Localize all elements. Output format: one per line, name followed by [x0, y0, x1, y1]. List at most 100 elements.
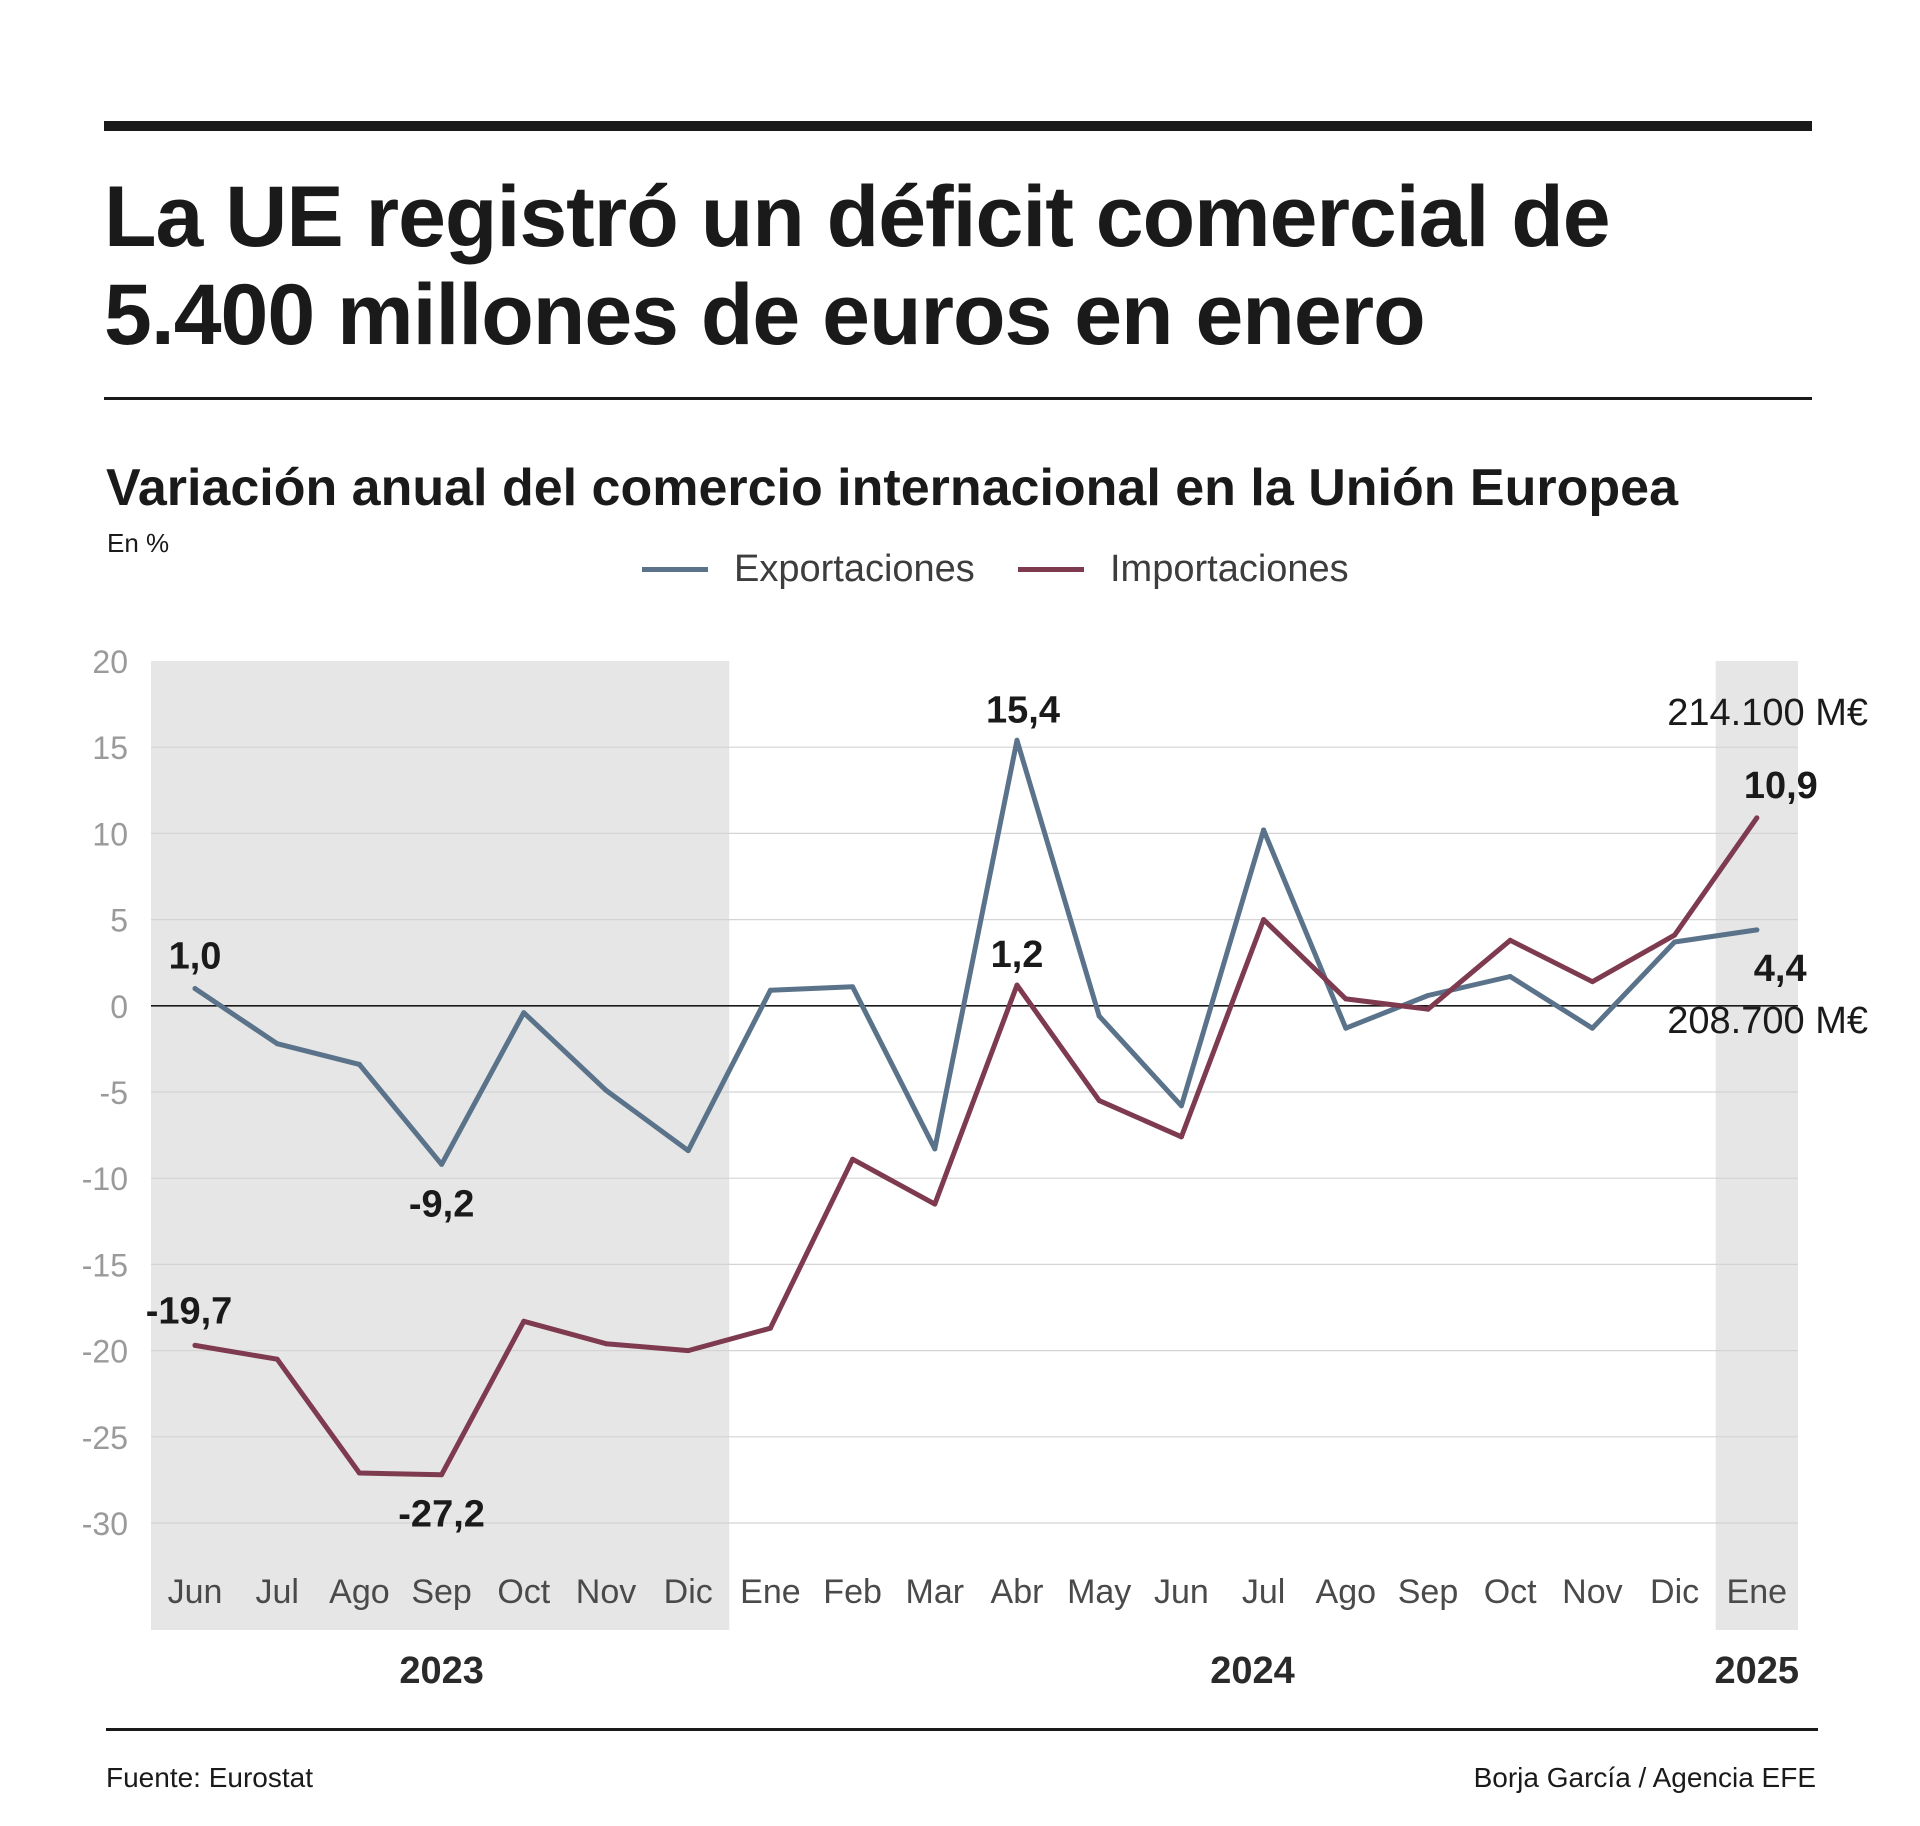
y-tick-label: 10 — [92, 816, 128, 852]
exports-point — [1096, 1013, 1102, 1019]
x-tick-label: Nov — [576, 1573, 636, 1611]
exports-point — [1425, 992, 1431, 998]
x-tick-label: Ene — [1727, 1573, 1788, 1611]
legend-label-exports: Exportaciones — [734, 548, 975, 590]
exports-point — [767, 987, 773, 993]
data-label: -19,7 — [146, 1290, 233, 1332]
chart-title: Variación anual del comercio internacion… — [106, 459, 1678, 517]
imports-point — [1014, 982, 1020, 988]
imports-point — [850, 1156, 856, 1162]
y-tick-label: -5 — [100, 1075, 128, 1111]
series-line-imports — [192, 815, 1760, 1478]
imports-point — [521, 1318, 527, 1324]
imports-point — [1425, 1006, 1431, 1012]
legend-item-imports: Importaciones — [1018, 548, 1349, 591]
x-tick-label: Ene — [740, 1573, 801, 1611]
imports-point — [274, 1356, 280, 1362]
credit-note: Borja García / Agencia EFE — [1473, 1762, 1816, 1793]
x-tick-label: Oct — [497, 1573, 550, 1611]
x-tick-label: Abr — [991, 1573, 1044, 1611]
y-tick-label: 15 — [92, 730, 128, 766]
imports-point — [932, 1201, 938, 1207]
headline-rule — [104, 397, 1812, 400]
y-tick-label: 20 — [92, 644, 128, 680]
imports-point — [1178, 1134, 1184, 1140]
x-tick-label: Feb — [823, 1573, 882, 1611]
legend-label-imports: Importaciones — [1110, 548, 1349, 590]
y-tick-label: 0 — [110, 989, 128, 1025]
x-tick-label: Sep — [1398, 1573, 1459, 1611]
exports-point — [356, 1061, 362, 1067]
y-tick-label: 5 — [110, 903, 128, 939]
exports-point — [932, 1146, 938, 1152]
annotation-amount: 208.700 M€ — [1667, 1000, 1868, 1042]
x-tick-label: Jul — [255, 1573, 298, 1611]
y-tick-label: -20 — [82, 1334, 128, 1370]
data-label: -9,2 — [409, 1183, 474, 1225]
headline: La UE registró un déficit comercial de 5… — [104, 169, 1611, 363]
year-label-2023: 2023 — [399, 1650, 484, 1692]
exports-point — [850, 984, 856, 990]
x-tick-label: Jun — [1154, 1573, 1209, 1611]
y-tick-label: -25 — [82, 1420, 128, 1456]
legend-swatch-exports — [642, 567, 708, 572]
x-tick-label: Ago — [1316, 1573, 1377, 1611]
imports-point — [356, 1470, 362, 1476]
x-tick-label: Oct — [1484, 1573, 1537, 1611]
data-label: -27,2 — [398, 1494, 485, 1536]
legend: Exportaciones Importaciones — [0, 548, 1920, 598]
data-label: 10,9 — [1744, 765, 1818, 807]
series-line-exports — [192, 737, 1760, 1167]
legend-item-exports: Exportaciones — [642, 548, 975, 591]
exports-point — [439, 1161, 445, 1167]
exports-point — [274, 1041, 280, 1047]
x-tick-label: Dic — [664, 1573, 713, 1611]
x-tick-label: Jun — [168, 1573, 223, 1611]
imports-point — [685, 1348, 691, 1354]
x-tick-label: Jul — [1242, 1573, 1285, 1611]
exports-point — [192, 986, 198, 992]
x-tick-label: Mar — [906, 1573, 965, 1611]
imports-point — [439, 1472, 445, 1478]
imports-point — [1754, 815, 1760, 821]
imports-point — [603, 1341, 609, 1347]
imports-point — [1096, 1098, 1102, 1104]
y-tick-label: -30 — [82, 1506, 128, 1542]
x-tick-label: Nov — [1562, 1573, 1622, 1611]
imports-point — [1261, 917, 1267, 923]
imports-point — [1672, 932, 1678, 938]
exports-point — [1261, 827, 1267, 833]
unit-label: En % — [107, 528, 170, 558]
top-rule — [104, 121, 1812, 131]
year-band-2025 — [1715, 661, 1798, 1630]
year-label-2025: 2025 — [1715, 1650, 1800, 1692]
legend-swatch-imports — [1018, 567, 1084, 572]
x-tick-label: Sep — [411, 1573, 472, 1611]
exports-point — [521, 1010, 527, 1016]
imports-point — [1589, 979, 1595, 985]
data-label: 4,4 — [1754, 948, 1807, 990]
exports-point — [1178, 1103, 1184, 1109]
year-label-2024: 2024 — [1210, 1650, 1295, 1692]
exports-point — [1014, 737, 1020, 743]
imports-point — [1343, 996, 1349, 1002]
x-tick-label: Ago — [329, 1573, 390, 1611]
source-note: Fuente: Eurostat — [106, 1762, 314, 1793]
exports-point — [1754, 927, 1760, 933]
data-label: 1,2 — [991, 934, 1044, 976]
x-tick-label: May — [1067, 1573, 1131, 1611]
exports-point — [685, 1148, 691, 1154]
exports-point — [1507, 973, 1513, 979]
imports-point — [192, 1342, 198, 1348]
data-label: 15,4 — [986, 689, 1060, 731]
y-tick-label: -10 — [82, 1161, 128, 1197]
bottom-rule — [106, 1728, 1818, 1731]
exports-point — [603, 1087, 609, 1093]
data-label: 1,0 — [169, 936, 222, 978]
imports-point — [767, 1325, 773, 1331]
exports-point — [1589, 1025, 1595, 1031]
annotation-amount: 214.100 M€ — [1667, 692, 1868, 734]
exports-point — [1343, 1025, 1349, 1031]
exports-point — [1672, 939, 1678, 945]
